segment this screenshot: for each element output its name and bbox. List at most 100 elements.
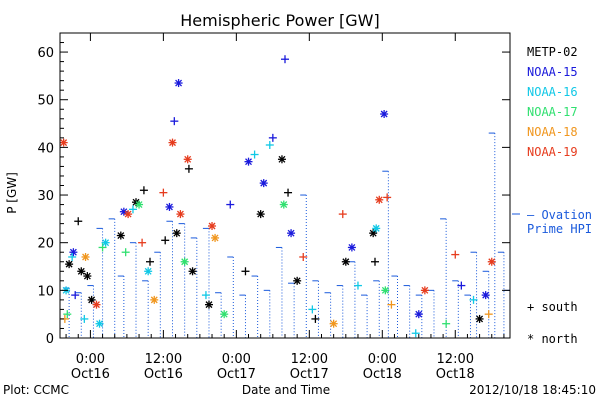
south-point <box>469 295 478 304</box>
south-point <box>411 329 420 338</box>
x-tick-time: 0:00 <box>222 352 251 367</box>
north-point <box>101 238 110 247</box>
x-tick-date: Oct18 <box>436 367 475 382</box>
north-point <box>211 233 220 242</box>
south-point <box>80 314 89 323</box>
north-point <box>176 210 185 219</box>
x-tick-time: 0:00 <box>76 352 105 367</box>
x-tick-date: Oct16 <box>144 367 183 382</box>
north-point <box>293 276 302 285</box>
north-point <box>375 195 384 204</box>
north-point <box>95 319 104 328</box>
y-tick-label: 40 <box>37 141 54 156</box>
ovation-hpi-layer <box>63 132 511 338</box>
legend-ovation-label-line2: Prime HPI <box>527 222 592 236</box>
south-point <box>338 210 347 219</box>
north-point <box>174 79 183 88</box>
north-point <box>69 248 78 257</box>
y-tick-label: 60 <box>37 46 54 61</box>
north-point <box>180 257 189 266</box>
y-tick-label: 20 <box>37 237 54 252</box>
north-point <box>124 210 133 219</box>
south-point <box>250 150 259 159</box>
north-point <box>420 286 429 295</box>
y-tick-label: 50 <box>37 94 54 109</box>
x-axis-label: Date and Time <box>242 383 330 397</box>
legend-north-marker: * north <box>527 332 578 346</box>
legend: METP-02 NOAA-15 NOAA-16 NOAA-17 NOAA-18 NOAA-… <box>512 45 592 346</box>
north-point <box>341 257 350 266</box>
x-tick-date: Oct18 <box>363 367 402 382</box>
south-point <box>284 188 293 197</box>
north-point <box>65 260 74 269</box>
north-point <box>188 267 197 276</box>
south-point <box>98 243 107 252</box>
south-point <box>138 238 147 247</box>
legend-series-label: NOAA-19 <box>527 145 578 159</box>
north-point <box>381 286 390 295</box>
north-point <box>165 202 174 211</box>
plot-timestamp: 2012/10/18 18:45:10 <box>469 383 596 397</box>
north-point <box>92 300 101 309</box>
north-point <box>369 229 378 238</box>
legend-ovation-label: — Ovation <box>527 208 592 222</box>
north-point <box>475 314 484 323</box>
south-point <box>146 257 154 266</box>
south-point <box>241 267 250 276</box>
north-point <box>380 110 389 119</box>
south-point <box>383 193 392 202</box>
north-point <box>279 200 288 209</box>
x-tick-time: 12:00 <box>291 352 328 367</box>
north-point <box>372 224 381 233</box>
north-point <box>256 210 265 219</box>
north-point <box>81 252 90 261</box>
south-point <box>159 188 168 197</box>
x-tick-date: Oct16 <box>71 367 110 382</box>
north-point <box>329 319 338 328</box>
x-tick-date: Oct17 <box>217 367 256 382</box>
north-point <box>135 200 144 209</box>
south-point <box>311 314 320 323</box>
legend-series-label: NOAA-16 <box>527 85 578 99</box>
south-point <box>74 217 83 226</box>
south-point <box>265 140 274 149</box>
north-point <box>277 155 286 164</box>
south-point <box>71 291 80 300</box>
y-tick-label: 30 <box>37 189 54 204</box>
south-point <box>121 248 130 257</box>
south-point <box>63 310 72 319</box>
north-point <box>144 267 153 276</box>
y-tick-label: 10 <box>37 284 54 299</box>
north-point <box>487 257 496 266</box>
south-point <box>184 164 193 173</box>
south-point <box>139 186 148 195</box>
north-point <box>481 291 490 300</box>
data-points-layer <box>59 55 496 338</box>
south-point <box>161 236 170 245</box>
y-tick-label: 0 <box>46 332 54 347</box>
north-point <box>244 157 253 166</box>
south-point <box>371 257 379 266</box>
south-point <box>457 281 466 290</box>
south-point <box>353 281 362 290</box>
north-point <box>172 229 181 238</box>
plot-frame <box>59 32 511 339</box>
plot-credit: Plot: CCMC <box>3 383 69 397</box>
legend-series-label: NOAA-15 <box>527 65 578 79</box>
north-point <box>77 267 86 276</box>
south-point <box>299 252 308 261</box>
x-tick-date: Oct17 <box>290 367 329 382</box>
north-point <box>59 138 68 147</box>
x-tick-time: 0:00 <box>368 352 397 367</box>
south-point <box>268 133 277 142</box>
south-point <box>170 117 179 126</box>
south-point <box>226 200 235 209</box>
north-point <box>183 155 192 164</box>
north-point <box>259 179 268 188</box>
south-point <box>128 205 137 214</box>
south-point <box>484 310 493 319</box>
south-point <box>68 252 77 261</box>
legend-series-label: NOAA-18 <box>527 125 578 139</box>
south-point <box>442 319 451 328</box>
